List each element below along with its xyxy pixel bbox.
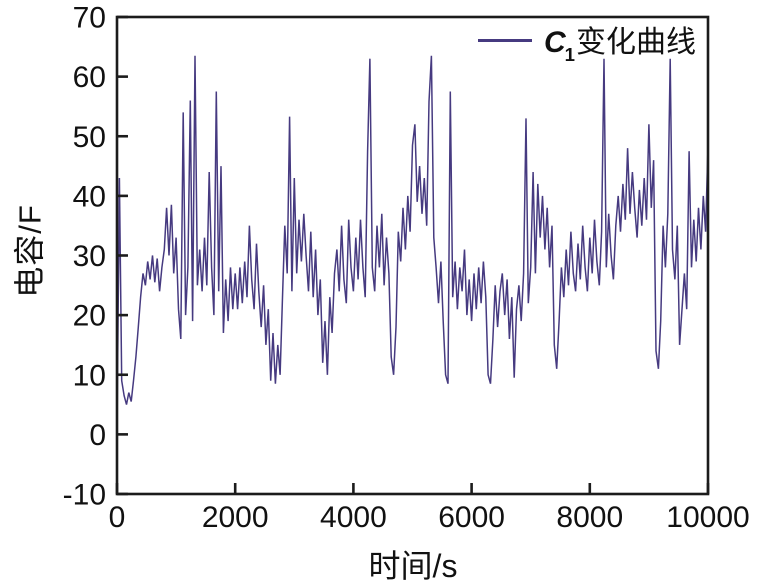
x-tick-label: 2000 — [202, 501, 269, 534]
x-tick-label: 4000 — [320, 501, 387, 534]
legend-variable: C — [544, 25, 566, 59]
legend-series-name: 变化曲线 — [576, 25, 697, 59]
y-axis-title: 电容/F — [12, 204, 48, 298]
y-tick-label: 0 — [89, 419, 106, 452]
y-tick-label: -10 — [63, 479, 106, 512]
x-tick-label: 0 — [109, 501, 126, 534]
x-tick-label: 10000 — [666, 501, 749, 534]
legend: C1变化曲线 — [478, 22, 696, 65]
y-tick-label: 10 — [73, 359, 106, 392]
y-tick-label: 50 — [73, 121, 106, 154]
y-tick-label: 20 — [73, 300, 106, 333]
y-tick-label: 40 — [73, 180, 106, 213]
x-axis-title: 时间/s — [368, 548, 458, 584]
series-line — [116, 55, 709, 435]
legend-line-sample — [478, 38, 532, 42]
legend-label: C1变化曲线 — [544, 17, 697, 65]
x-tick-label: 6000 — [438, 501, 505, 534]
y-tick-label: 30 — [73, 240, 106, 273]
y-tick-label: 60 — [73, 61, 106, 94]
legend-subscript: 1 — [564, 43, 576, 65]
y-tick-label: 70 — [73, 2, 106, 35]
x-tick-label: 8000 — [556, 501, 623, 534]
